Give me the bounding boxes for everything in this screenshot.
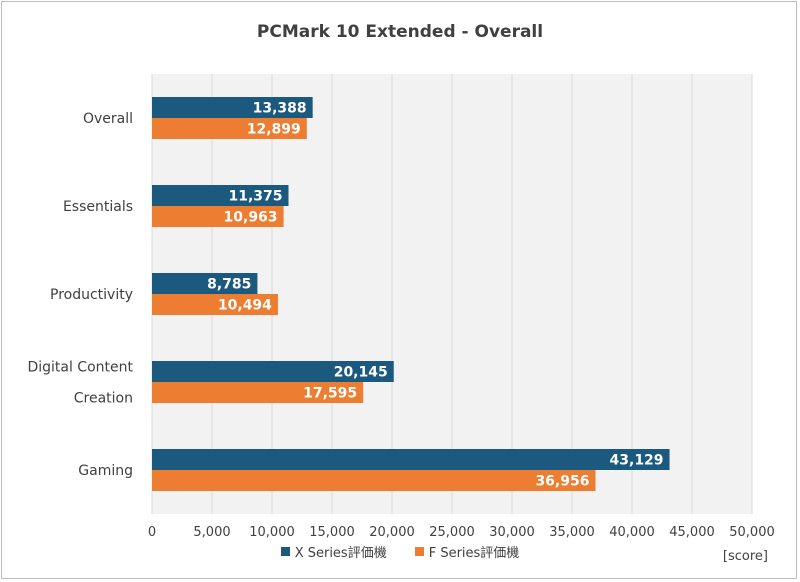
category-label-essentials: Essentials (63, 199, 133, 215)
legend-label-x-series: X Series評価機 (294, 546, 387, 561)
x-axis-unit-label: [score] (722, 549, 768, 564)
x-tick-label: 45,000 (669, 525, 715, 540)
category-label-productivity: Productivity (50, 287, 133, 303)
legend-item-f-series: F Series評価機 (414, 542, 520, 561)
x-tick-label: 10,000 (249, 525, 295, 540)
legend-swatch-f-series (414, 547, 424, 556)
category-label-overall: Overall (83, 111, 133, 127)
data-label-x-series-overall: 13,388 (253, 101, 307, 117)
x-tick-labels: 0 5,000 10,000 15,000 20,000 25,000 30,000 35,0… (148, 525, 775, 540)
bars: 13,388 12,899 11,375 10,963 8,785 10,494 20,14… (152, 97, 670, 491)
bar-x-series-digital-content-creation (152, 361, 394, 382)
legend-label-f-series: F Series評価機 (428, 546, 520, 561)
category-labels: Overall Essentials Productivity Digital Con… (27, 111, 133, 479)
bar-f-series-essentials (152, 206, 284, 227)
x-tick-label: 15,000 (309, 525, 355, 540)
bar-x-series-productivity (152, 273, 258, 294)
gridlines (151, 74, 753, 514)
chart-title: PCMark 10 Extended - Overall (256, 22, 544, 42)
x-tick-label: 30,000 (489, 525, 535, 540)
x-tick-label: 0 (148, 525, 156, 540)
bar-x-series-overall (152, 97, 313, 118)
x-tick-label: 25,000 (429, 525, 475, 540)
data-label-x-series-essentials: 11,375 (228, 189, 282, 205)
legend-item-x-series: X Series評価機 (280, 542, 387, 561)
bar-f-series-overall (152, 118, 307, 139)
x-tick-label: 50,000 (729, 525, 775, 540)
bar-f-series-productivity (152, 294, 278, 315)
data-label-f-series-gaming: 36,956 (535, 474, 589, 490)
data-label-f-series-overall: 12,899 (247, 122, 301, 138)
legend: X Series評価機 F Series評価機 (0, 542, 800, 561)
category-label-digital-content-creation: Digital Content Creation (27, 360, 133, 407)
legend-swatch-x-series (280, 547, 290, 556)
data-label-x-series-gaming: 43,129 (610, 453, 664, 469)
data-label-f-series-productivity: 10,494 (218, 298, 272, 314)
x-tick-label: 5,000 (193, 525, 230, 540)
bar-f-series-digital-content-creation (152, 382, 364, 403)
data-label-x-series-digital-content-creation: 20,145 (334, 365, 388, 381)
bar-x-series-gaming (152, 449, 670, 470)
data-label-f-series-digital-content-creation: 17,595 (303, 386, 357, 402)
x-tick-label: 40,000 (609, 525, 655, 540)
data-label-x-series-productivity: 8,785 (207, 277, 251, 293)
bar-x-series-essentials (152, 185, 289, 206)
bar-f-series-gaming (152, 470, 596, 491)
category-label-gaming: Gaming (78, 463, 133, 479)
x-tick-label: 20,000 (369, 525, 415, 540)
x-tick-label: 35,000 (549, 525, 595, 540)
data-label-f-series-essentials: 10,963 (224, 210, 278, 226)
